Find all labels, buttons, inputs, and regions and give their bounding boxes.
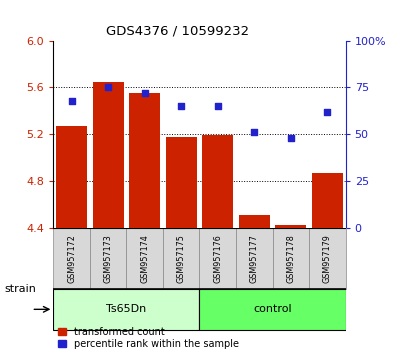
Bar [53, 228, 90, 289]
Bar [236, 228, 273, 289]
Bar [309, 228, 346, 289]
Bar [273, 228, 309, 289]
Point [105, 85, 111, 90]
Bar [239, 215, 270, 228]
Text: GSM957173: GSM957173 [103, 234, 113, 283]
Text: GSM957174: GSM957174 [140, 234, 149, 283]
Bar [53, 289, 199, 330]
Bar [275, 225, 307, 228]
Point [68, 98, 75, 103]
Point [214, 103, 221, 109]
Bar [166, 137, 197, 228]
Bar [129, 93, 160, 228]
Text: GDS4376 / 10599232: GDS4376 / 10599232 [106, 25, 249, 38]
Point [251, 130, 258, 135]
Bar [202, 136, 233, 228]
Text: strain: strain [4, 284, 36, 293]
Text: Ts65Dn: Ts65Dn [106, 304, 147, 314]
Bar [90, 228, 126, 289]
Point [178, 103, 184, 109]
Text: GSM957177: GSM957177 [250, 234, 259, 283]
Text: GSM957178: GSM957178 [286, 234, 295, 283]
Point [141, 90, 148, 96]
Bar [92, 82, 124, 228]
Text: GSM957179: GSM957179 [323, 234, 332, 283]
Point [288, 135, 294, 141]
Legend: transformed count, percentile rank within the sample: transformed count, percentile rank withi… [58, 327, 239, 349]
Bar [199, 289, 346, 330]
Text: GSM957176: GSM957176 [213, 234, 222, 283]
Text: control: control [253, 304, 292, 314]
Bar [199, 228, 236, 289]
Bar [312, 173, 343, 228]
Point [324, 109, 331, 115]
Text: GSM957172: GSM957172 [67, 234, 76, 283]
Bar [126, 228, 163, 289]
Bar [56, 126, 87, 228]
Bar [163, 228, 199, 289]
Text: GSM957175: GSM957175 [177, 234, 186, 283]
